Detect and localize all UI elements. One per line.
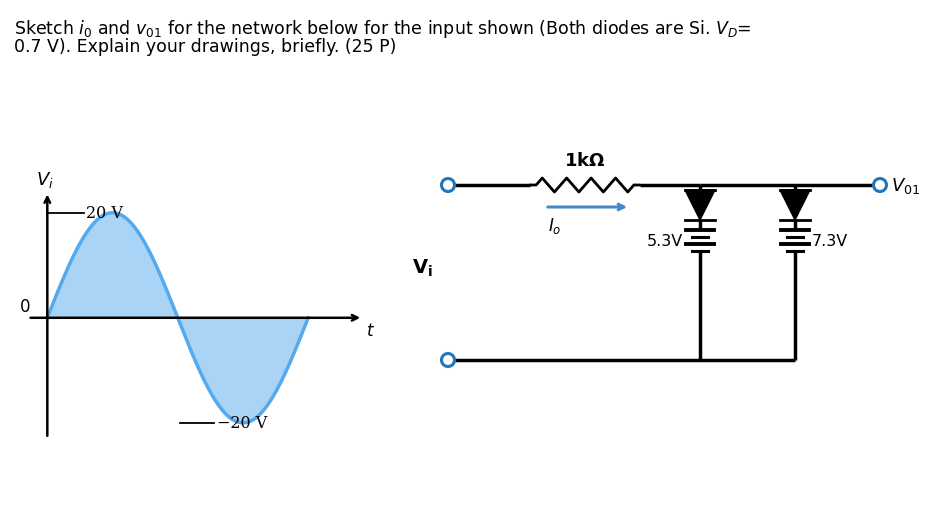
- Text: −20 V: −20 V: [217, 415, 267, 431]
- Text: Sketch $i_0$ and $v_{01}$ for the network below for the input shown (Both diodes: Sketch $i_0$ and $v_{01}$ for the networ…: [14, 18, 751, 40]
- Text: $\mathbf{1k\Omega}$: $\mathbf{1k\Omega}$: [564, 152, 605, 170]
- Text: 5.3V: 5.3V: [646, 233, 683, 248]
- Polygon shape: [779, 190, 809, 221]
- Circle shape: [441, 179, 454, 192]
- Text: 0.7 V). Explain your drawings, briefly. (25 P): 0.7 V). Explain your drawings, briefly. …: [14, 38, 396, 56]
- Text: 7.3V: 7.3V: [811, 233, 847, 248]
- Text: $V_{01}$: $V_{01}$: [890, 176, 920, 195]
- Circle shape: [441, 354, 454, 367]
- Text: $0$: $0$: [19, 298, 30, 316]
- Text: $V_i$: $V_i$: [36, 170, 53, 190]
- Circle shape: [873, 179, 885, 192]
- Text: $t$: $t$: [366, 322, 374, 339]
- Text: 20 V: 20 V: [87, 205, 123, 222]
- Text: $I_o$: $I_o$: [547, 216, 561, 235]
- Text: $\mathbf{V_i}$: $\mathbf{V_i}$: [412, 258, 432, 279]
- Polygon shape: [684, 190, 714, 221]
